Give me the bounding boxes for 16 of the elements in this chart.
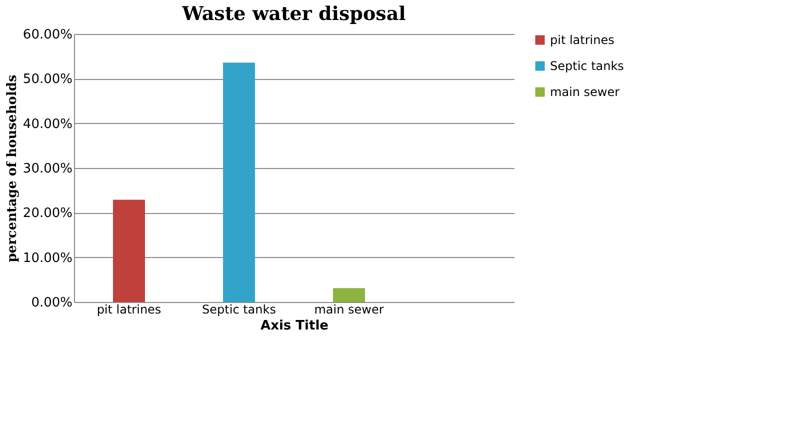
x-axis-title: Axis Title [260,318,329,334]
y-tick-label: 0.00% [31,296,72,310]
y-tick-label: 60.00% [22,28,72,42]
x-tick-label: main sewer [314,302,384,316]
x-tick-label: Septic tanks [202,302,276,316]
chart-title: Waste water disposal [181,3,406,25]
y-tick-label: 40.00% [22,116,72,132]
legend-label: Septic tanks [550,59,624,73]
y-tick-label: 30.00% [22,162,72,176]
y-tick-label: 50.00% [22,72,72,88]
legend-label: main sewer [550,85,620,99]
y-tick-label: 20.00% [22,206,72,222]
y-tick-label: 10.00% [22,250,72,266]
y-axis-title: percentage of households [4,74,20,262]
x-tick-label: pit latrines [96,302,162,316]
legend-label: pit latrines [550,33,614,47]
